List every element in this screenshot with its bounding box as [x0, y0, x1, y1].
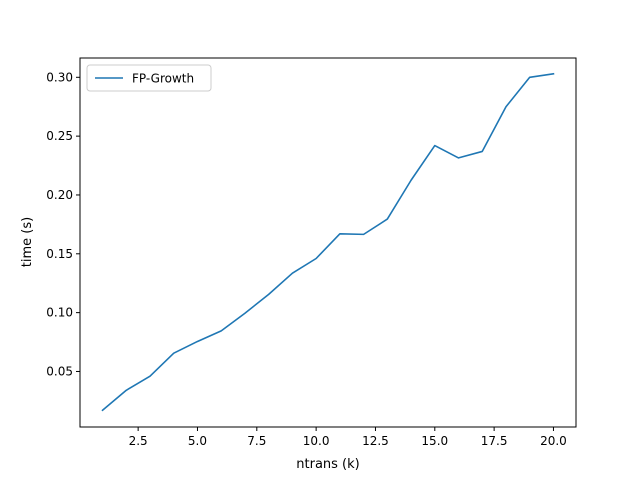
legend-box — [86, 64, 212, 92]
x-tick-label: 7.5 — [247, 434, 266, 448]
data-point — [220, 330, 222, 332]
x-tick-label: 15.0 — [421, 434, 448, 448]
legend-label: FP-Growth — [132, 72, 194, 86]
y-tick-label: 0.30 — [46, 70, 73, 84]
y-tick-label: 0.05 — [46, 364, 73, 378]
y-axis-label: time (s) — [20, 217, 35, 267]
plot-frame — [79, 57, 577, 428]
series-line-fp-growth — [101, 72, 555, 412]
x-tick-label: 20.0 — [540, 434, 567, 448]
data-point — [387, 218, 389, 220]
data-point — [102, 409, 104, 411]
x-axis-ticks: 2.5 5.0 7.5 10.0 12.5 15.0 17.5 20.0 — [129, 427, 567, 448]
y-tick-label: 0.20 — [46, 188, 73, 202]
data-point — [529, 76, 531, 78]
data-point — [292, 272, 294, 274]
y-tick-label: 0.10 — [46, 306, 73, 320]
x-axis-label: ntrans (k) — [296, 457, 359, 472]
data-point — [434, 145, 436, 147]
data-point — [197, 341, 199, 343]
data-point — [244, 312, 246, 314]
data-point — [315, 258, 317, 260]
legend: FP-Growth — [86, 64, 212, 92]
x-tick-label: 10.0 — [303, 434, 330, 448]
data-point — [458, 157, 460, 159]
data-point — [125, 389, 127, 391]
series-lines — [101, 72, 555, 412]
y-axis-ticks: 0.05 0.10 0.15 0.20 0.25 0.30 — [46, 70, 80, 378]
x-tick-label: 17.5 — [481, 434, 508, 448]
data-point — [410, 179, 412, 181]
x-tick-label: 2.5 — [129, 434, 148, 448]
data-point — [268, 294, 270, 296]
y-tick-label: 0.25 — [46, 129, 73, 143]
x-tick-label: 5.0 — [188, 434, 207, 448]
data-point — [553, 73, 555, 75]
y-tick-label: 0.15 — [46, 247, 73, 261]
data-point — [339, 233, 341, 235]
data-point — [481, 151, 483, 153]
data-point — [149, 375, 151, 377]
plot-area — [80, 58, 576, 427]
data-point — [363, 234, 365, 236]
x-tick-label: 12.5 — [362, 434, 389, 448]
data-point — [173, 352, 175, 354]
data-point — [505, 106, 507, 108]
